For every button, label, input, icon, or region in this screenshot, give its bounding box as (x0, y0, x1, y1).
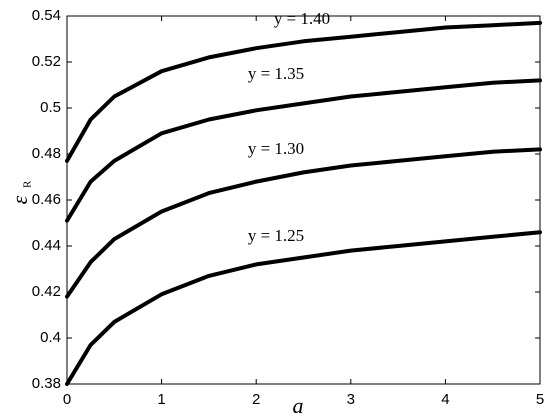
line-label: y = 1.30 (248, 139, 304, 158)
y-tick-label: 0.54 (32, 7, 61, 24)
y-tick-label: 0.44 (32, 237, 61, 254)
y-tick-label: 0.52 (32, 53, 61, 70)
line (65, 230, 542, 386)
y-axis-label-subscript: R (22, 180, 34, 188)
x-axis-label: a (293, 393, 304, 418)
line-label: y = 1.35 (248, 64, 304, 83)
y-tick-label: 0.5 (40, 99, 61, 116)
x-tick-label: 5 (536, 391, 544, 408)
x-tick-label: 2 (252, 391, 260, 408)
y-tick-label: 0.46 (32, 191, 61, 208)
x-tick-label: 3 (347, 391, 355, 408)
y-tick-label: 0.42 (32, 283, 61, 300)
y-axis-label-group: ε R (7, 180, 33, 204)
y-tick-label: 0.48 (32, 145, 61, 162)
line (65, 147, 542, 299)
y-tick-label: 0.4 (40, 329, 61, 346)
y-tick-label: 0.38 (32, 375, 61, 392)
y-axis-label: ε (7, 195, 32, 204)
line-label: y = 1.40 (274, 9, 330, 28)
line (65, 78, 542, 223)
x-tick-label: 1 (157, 391, 165, 408)
x-tick-label: 0 (63, 391, 71, 408)
line (65, 20, 542, 163)
x-tick-label: 4 (441, 391, 449, 408)
line-label: y = 1.25 (248, 226, 304, 245)
